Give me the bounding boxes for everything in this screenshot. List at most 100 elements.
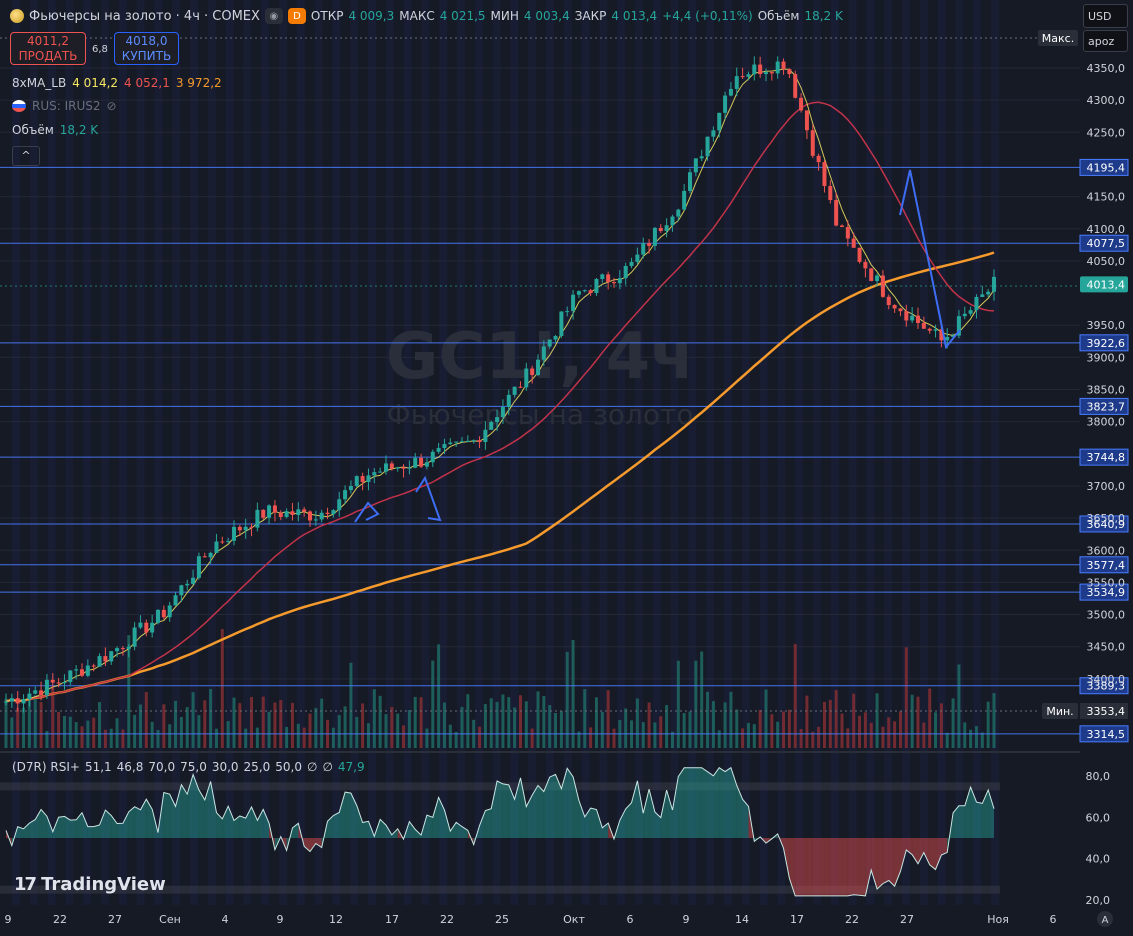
time-tick: 14	[735, 913, 749, 926]
currency-select[interactable]: USD	[1083, 4, 1128, 28]
candle-body	[992, 276, 996, 292]
volume-bar	[390, 706, 394, 748]
candle-body	[553, 336, 558, 340]
volume-bar	[209, 688, 213, 748]
volume-bar	[694, 660, 698, 748]
volume-legend-label: Объём	[12, 123, 54, 137]
session-stripe	[724, 0, 732, 905]
rsi-fill	[672, 776, 679, 838]
rsi-fill	[479, 810, 486, 838]
rsi-fill	[964, 787, 971, 838]
rsi-fill	[877, 838, 883, 890]
rsi-line	[5, 766, 995, 897]
sell-button[interactable]: 4011,2 ПРОДАТЬ	[10, 32, 86, 65]
candle-body	[208, 552, 213, 558]
volume-bar	[16, 707, 20, 748]
candle-body	[436, 448, 441, 452]
candle-body	[471, 440, 476, 442]
symbol-overlay-legend[interactable]: RUS: IRUS2 ⊘	[12, 99, 117, 113]
rsi-fill	[906, 838, 913, 855]
time-tick: 27	[900, 913, 914, 926]
volume-legend[interactable]: Объём 18,2 K	[12, 123, 98, 137]
rsi-fill	[508, 784, 515, 838]
scale-select[interactable]: apoz	[1083, 30, 1128, 52]
volume-bar	[875, 693, 879, 748]
candle-body	[448, 442, 453, 445]
price-tick: 3700,0	[1087, 480, 1126, 493]
volume-bar	[179, 717, 183, 748]
collapse-legend-button[interactable]: ^	[12, 146, 40, 166]
level-label-box	[1079, 158, 1129, 176]
rsi-fill	[245, 806, 252, 838]
volume-bar	[594, 697, 598, 748]
eye-icon[interactable]: ◉	[264, 8, 283, 24]
candle-body	[495, 417, 500, 423]
candle-body	[232, 526, 236, 541]
candle-body	[606, 274, 611, 283]
volume-bar	[706, 691, 710, 748]
candle-body	[518, 386, 523, 388]
rsi-value-8: ∅	[322, 760, 333, 774]
candle-body	[898, 308, 903, 312]
rsi-fill	[450, 822, 457, 838]
ma-value-1: 4 014,2	[72, 76, 119, 90]
level-label-box	[1079, 234, 1129, 252]
volume-bar	[185, 707, 189, 748]
volume-bar	[834, 690, 838, 748]
volume-bar	[536, 691, 540, 748]
rsi-fill	[660, 790, 667, 838]
volume-bar	[489, 698, 493, 748]
volume-bar	[483, 704, 487, 748]
candle-body	[419, 457, 424, 467]
candle-body	[986, 291, 991, 295]
buy-button[interactable]: 4018,0 КУПИТЬ	[114, 32, 179, 65]
candle-body	[851, 238, 856, 248]
volume-bar	[717, 730, 721, 748]
rsi-fill	[41, 809, 47, 838]
rsi-fill	[918, 838, 924, 864]
rsi-fill	[941, 838, 948, 856]
candle-body	[559, 311, 564, 337]
session-stripe	[29, 0, 38, 905]
rsi-fill	[567, 768, 574, 838]
volume-bar	[507, 697, 511, 748]
volume-bar	[442, 702, 446, 748]
volume-bar	[928, 688, 932, 748]
volume-bar	[951, 698, 955, 748]
session-stripe	[474, 0, 483, 905]
rsi-fill	[900, 838, 907, 872]
rsi-tick: 60,0	[1086, 811, 1111, 824]
volume-bar	[162, 704, 166, 748]
rsi-fill	[409, 821, 416, 838]
rsi-fill	[70, 819, 77, 838]
price-tick: 4250,0	[1087, 126, 1126, 139]
time-tick: 6	[627, 913, 634, 926]
level-label: 3389,3	[1087, 680, 1126, 693]
candle-body	[284, 511, 289, 517]
tradingview-logo[interactable]: 17 TradingView	[14, 874, 166, 895]
rsi-legend[interactable]: (D7R) RSI+ 51,1 46,8 70,0 75,0 30,0 25,0…	[12, 760, 365, 774]
candle-body	[857, 247, 862, 262]
candle-body	[378, 471, 383, 473]
rsi-fill	[649, 789, 655, 838]
volume-bar	[898, 711, 902, 748]
volume-bar	[302, 727, 306, 748]
volume-bar	[852, 693, 856, 748]
candle-body	[80, 669, 84, 676]
volume-bar	[980, 732, 984, 748]
hidden-eye-icon[interactable]: ⊘	[106, 99, 117, 113]
candle-body	[939, 329, 944, 341]
ma-value-3: 3 972,2	[175, 76, 222, 90]
candle-body	[319, 512, 324, 520]
candle-body	[214, 541, 219, 553]
rsi-fill	[122, 811, 129, 838]
symbol-title[interactable]: Фьючерсы на золото · 4ч · COMEX	[29, 8, 260, 24]
candle-body	[834, 200, 839, 226]
volume-bar	[963, 722, 967, 748]
volume-bar	[974, 726, 978, 748]
session-stripe	[172, 0, 181, 905]
candle-body	[39, 690, 44, 696]
ma-legend[interactable]: 8xMA_LB 4 014,2 4 052,1 3 972,2	[12, 76, 222, 90]
volume-bar	[191, 692, 195, 748]
